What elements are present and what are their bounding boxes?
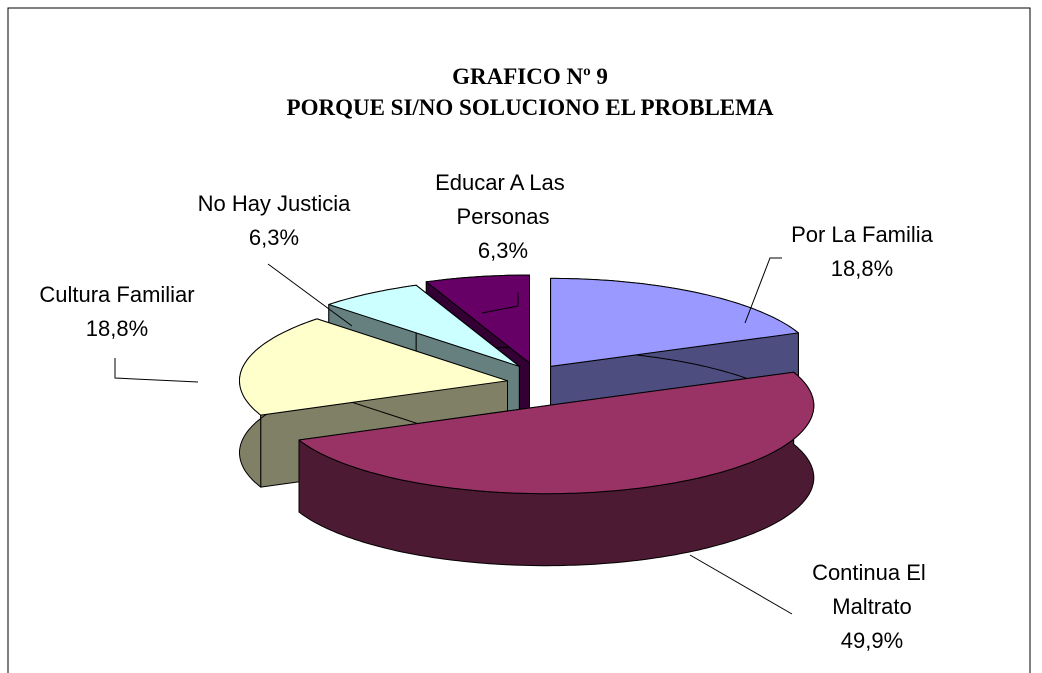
value-label: 18,8% [86, 316, 148, 341]
leader-line [689, 554, 793, 615]
leader-line [481, 292, 519, 314]
category-label: No Hay Justicia [198, 191, 352, 216]
label-line: Maltrato [832, 594, 911, 619]
slice-top [239, 318, 508, 416]
category-label: Por La Familia [791, 222, 934, 247]
chart-frame [7, 7, 1031, 673]
slice [298, 371, 815, 567]
category-label: Educar A Las Personas [435, 170, 571, 229]
value-label: 49,9% [841, 628, 903, 653]
category-label: Cultura Familiar [39, 282, 194, 307]
label-line: Continua El [812, 560, 932, 585]
slice-top [550, 277, 799, 367]
value-label: 6,3% [478, 238, 528, 263]
slice-top [298, 371, 815, 495]
label-line: Educar A Las [435, 170, 571, 195]
label-line: Personas [457, 204, 550, 229]
chart-subtitle: PORQUE SI/NO SOLUCIONO EL PROBLEMA [287, 95, 774, 120]
chart-title: GRAFICO Nº 9 [452, 64, 608, 89]
value-label: 18,8% [831, 256, 893, 281]
category-label: Continua El Maltrato [812, 560, 932, 619]
leader-line [744, 257, 782, 324]
leader-line [267, 263, 353, 327]
leader-line [114, 358, 199, 383]
slice-top [328, 284, 520, 367]
slice-top [425, 274, 530, 364]
value-label: 6,3% [249, 225, 299, 250]
